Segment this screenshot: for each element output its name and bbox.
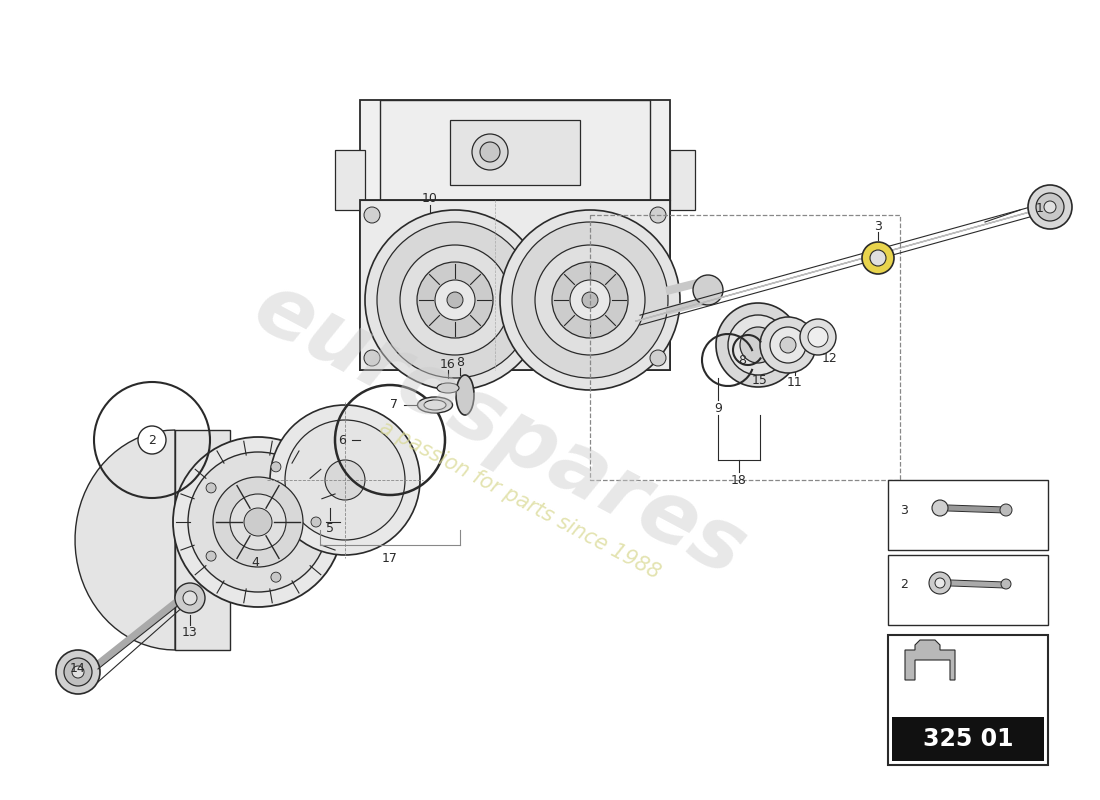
Polygon shape: [635, 204, 1059, 322]
Text: 4: 4: [251, 557, 258, 570]
Text: 8: 8: [456, 355, 464, 369]
Circle shape: [512, 222, 668, 378]
Circle shape: [693, 275, 723, 305]
Circle shape: [770, 327, 806, 363]
Circle shape: [582, 292, 598, 308]
Polygon shape: [175, 430, 230, 650]
Ellipse shape: [437, 383, 459, 393]
Text: 2: 2: [148, 434, 156, 446]
Circle shape: [188, 452, 328, 592]
Circle shape: [175, 583, 205, 613]
Circle shape: [728, 315, 788, 375]
Circle shape: [552, 262, 628, 338]
Circle shape: [740, 327, 776, 363]
Text: 6: 6: [338, 434, 345, 446]
Circle shape: [183, 591, 197, 605]
Text: 7: 7: [390, 398, 398, 411]
Circle shape: [138, 426, 166, 454]
Text: 16: 16: [440, 358, 455, 370]
Circle shape: [716, 303, 800, 387]
Circle shape: [1000, 504, 1012, 516]
Polygon shape: [905, 640, 955, 680]
Text: 2: 2: [900, 578, 908, 591]
Circle shape: [64, 658, 92, 686]
Polygon shape: [75, 430, 175, 650]
Circle shape: [447, 292, 463, 308]
Circle shape: [56, 650, 100, 694]
Circle shape: [72, 666, 84, 678]
Circle shape: [285, 420, 405, 540]
Circle shape: [570, 280, 611, 320]
Circle shape: [650, 207, 666, 223]
Text: 9: 9: [714, 402, 722, 414]
Circle shape: [206, 483, 216, 493]
Circle shape: [244, 508, 272, 536]
Circle shape: [365, 210, 544, 390]
Ellipse shape: [456, 375, 474, 415]
Circle shape: [932, 500, 948, 516]
Circle shape: [1036, 193, 1064, 221]
Text: 8: 8: [738, 354, 746, 367]
Text: 5: 5: [326, 522, 334, 534]
Bar: [450, 120, 580, 185]
Text: 11: 11: [788, 375, 803, 389]
Text: 10: 10: [422, 191, 438, 205]
Circle shape: [364, 350, 380, 366]
Circle shape: [1028, 185, 1072, 229]
Circle shape: [1044, 201, 1056, 213]
Circle shape: [417, 262, 493, 338]
Bar: [888, 635, 1048, 765]
Circle shape: [213, 477, 302, 567]
Circle shape: [434, 280, 475, 320]
Bar: [888, 555, 1048, 625]
Text: 325 01: 325 01: [923, 727, 1013, 751]
Circle shape: [650, 350, 666, 366]
Circle shape: [1001, 579, 1011, 589]
Circle shape: [324, 460, 365, 500]
Circle shape: [173, 437, 343, 607]
Circle shape: [870, 250, 886, 266]
Bar: [670, 150, 695, 210]
Circle shape: [472, 134, 508, 170]
Circle shape: [400, 245, 510, 355]
Circle shape: [800, 319, 836, 355]
Bar: [888, 480, 1048, 550]
Text: 12: 12: [822, 351, 838, 365]
Text: 1: 1: [1036, 202, 1044, 214]
Circle shape: [270, 405, 420, 555]
Circle shape: [930, 572, 952, 594]
Circle shape: [808, 327, 828, 347]
Text: 14: 14: [70, 662, 86, 674]
Text: a passion for parts since 1988: a passion for parts since 1988: [376, 418, 663, 582]
Text: eurospares: eurospares: [240, 266, 760, 594]
Circle shape: [206, 551, 216, 561]
Circle shape: [780, 337, 796, 353]
Circle shape: [500, 210, 680, 390]
Bar: [360, 100, 670, 370]
Text: 3: 3: [874, 219, 882, 233]
Text: 13: 13: [183, 626, 198, 639]
Text: 15: 15: [752, 374, 768, 386]
Circle shape: [377, 222, 534, 378]
Text: 18: 18: [732, 474, 747, 486]
Circle shape: [271, 462, 281, 472]
Circle shape: [862, 242, 894, 274]
Ellipse shape: [418, 397, 452, 413]
Circle shape: [760, 317, 816, 373]
Circle shape: [935, 578, 945, 588]
Circle shape: [480, 142, 501, 162]
Circle shape: [364, 207, 380, 223]
Bar: [892, 717, 1044, 761]
Bar: [590, 215, 900, 480]
Text: 17: 17: [382, 551, 398, 565]
Circle shape: [230, 494, 286, 550]
Bar: [379, 100, 650, 200]
Bar: [336, 150, 365, 210]
Text: 3: 3: [900, 503, 908, 517]
Ellipse shape: [424, 400, 446, 410]
Bar: [360, 200, 670, 370]
Circle shape: [271, 572, 281, 582]
Circle shape: [535, 245, 645, 355]
Circle shape: [311, 517, 321, 527]
